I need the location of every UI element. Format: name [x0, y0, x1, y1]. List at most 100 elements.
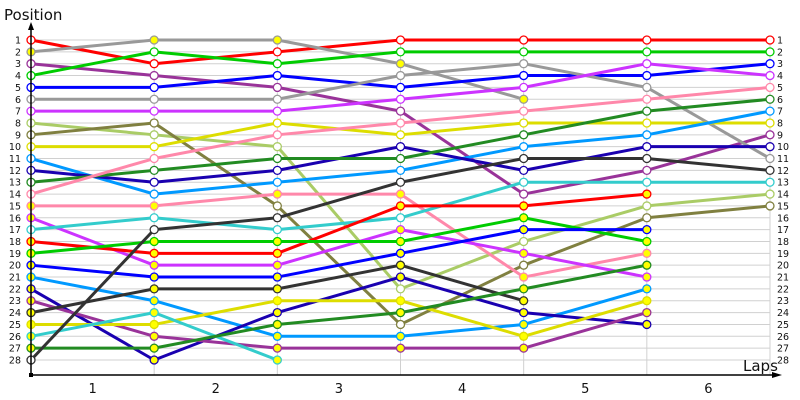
series-20-point	[395, 248, 406, 258]
series-4-point	[395, 47, 406, 57]
series-10-point	[395, 130, 406, 140]
series-7-point	[272, 106, 282, 116]
y-axis-arrow	[28, 22, 34, 30]
y-tick-label-left: 24	[9, 308, 21, 319]
series-28-point	[395, 177, 406, 187]
series-group	[26, 35, 775, 365]
series-13-point	[642, 106, 652, 116]
y-tick-label-right: 23	[777, 296, 789, 307]
y-tick-label-right: 14	[777, 190, 789, 201]
series-24-point	[519, 296, 529, 306]
y-tick-label-right: 26	[777, 332, 789, 343]
series-14-point	[642, 94, 652, 104]
origin-marker	[29, 373, 33, 377]
series-12-point	[272, 165, 282, 176]
series-22-point	[519, 307, 529, 318]
series-7-point	[519, 82, 529, 93]
y-tick-label-left: 21	[9, 273, 21, 284]
series-14-point	[519, 106, 529, 116]
series-line-20	[30, 228, 647, 279]
series-9-point	[395, 319, 406, 330]
series-19-point	[395, 236, 406, 247]
series-27-point	[642, 260, 652, 270]
series-9-point	[149, 118, 159, 128]
series-15-point	[272, 189, 282, 199]
y-tick-label-left: 11	[9, 154, 21, 165]
series-25-point	[272, 296, 282, 306]
series-7-point	[395, 94, 406, 104]
series-6-point	[395, 70, 406, 81]
series-22-point	[149, 355, 159, 365]
series-1-point	[642, 35, 652, 45]
y-tick-label-left: 7	[15, 107, 21, 118]
x-tick-label: 4	[458, 382, 466, 397]
y-tick-label-right: 11	[777, 154, 789, 165]
series-16-point	[149, 260, 159, 270]
series-25-point	[519, 331, 529, 341]
series-3-point	[519, 189, 529, 199]
series-7-point	[642, 59, 652, 69]
series-23-point	[149, 331, 159, 341]
series-13-point	[765, 94, 775, 104]
series-10-point	[519, 118, 529, 128]
series-20-point	[272, 272, 282, 282]
y-tick-label-right: 1	[777, 36, 783, 47]
y-tick-label-right: 13	[777, 178, 789, 189]
y-tick-label-left: 26	[9, 332, 21, 343]
y-axis-label: Position	[4, 6, 62, 24]
y-tick-label-left: 17	[9, 225, 21, 236]
series-4-point	[765, 47, 775, 57]
y-tick-label-right: 25	[777, 320, 789, 331]
series-23-point	[642, 307, 652, 318]
series-20-point	[642, 224, 652, 235]
series-19-point	[519, 213, 529, 223]
series-1-point	[149, 59, 159, 69]
series-6-point	[149, 94, 159, 104]
series-27-point	[272, 319, 282, 330]
y-tick-label-right: 5	[777, 83, 783, 94]
y-tick-label-left: 23	[9, 296, 21, 307]
series-21-point	[395, 331, 406, 341]
series-25-point	[395, 296, 406, 306]
series-13-point	[395, 153, 406, 164]
series-19-point	[642, 236, 652, 247]
series-8-point	[519, 236, 529, 247]
series-4-point	[272, 59, 282, 69]
series-24-point	[395, 260, 406, 270]
series-6-point	[765, 153, 775, 164]
series-18-point	[519, 201, 529, 211]
series-3-point	[272, 82, 282, 93]
series-21-point	[149, 296, 159, 306]
series-12-point	[149, 177, 159, 187]
series-11-point	[519, 142, 529, 152]
series-line-19	[30, 216, 648, 255]
series-2-point	[395, 59, 406, 69]
series-line-25	[31, 299, 648, 338]
series-6-point	[642, 82, 652, 93]
y-tick-label-right: 2	[777, 47, 783, 58]
series-8-point	[149, 130, 159, 140]
series-8-point	[395, 284, 406, 294]
series-4-point	[519, 47, 529, 57]
series-22-point	[642, 319, 652, 330]
series-9-point	[765, 201, 775, 211]
series-5-point	[395, 82, 406, 93]
series-4-point	[642, 47, 652, 57]
series-5-point	[519, 70, 529, 81]
x-tick-label: 6	[704, 382, 712, 397]
series-24-point	[149, 284, 159, 294]
series-15-point	[642, 248, 652, 258]
y-tick-label-left: 8	[15, 118, 21, 129]
series-12-point	[765, 142, 775, 152]
series-5-point	[642, 70, 652, 81]
series-26-point	[272, 355, 282, 365]
y-tick-label-left: 6	[15, 95, 21, 106]
series-13-point	[272, 153, 282, 164]
axes: Position Laps	[4, 6, 782, 378]
series-11-point	[765, 106, 775, 116]
series-line-21	[30, 275, 648, 338]
y-tick-label-left: 9	[15, 130, 21, 141]
series-1-point	[765, 35, 775, 45]
y-tick-label-left: 4	[15, 71, 21, 82]
